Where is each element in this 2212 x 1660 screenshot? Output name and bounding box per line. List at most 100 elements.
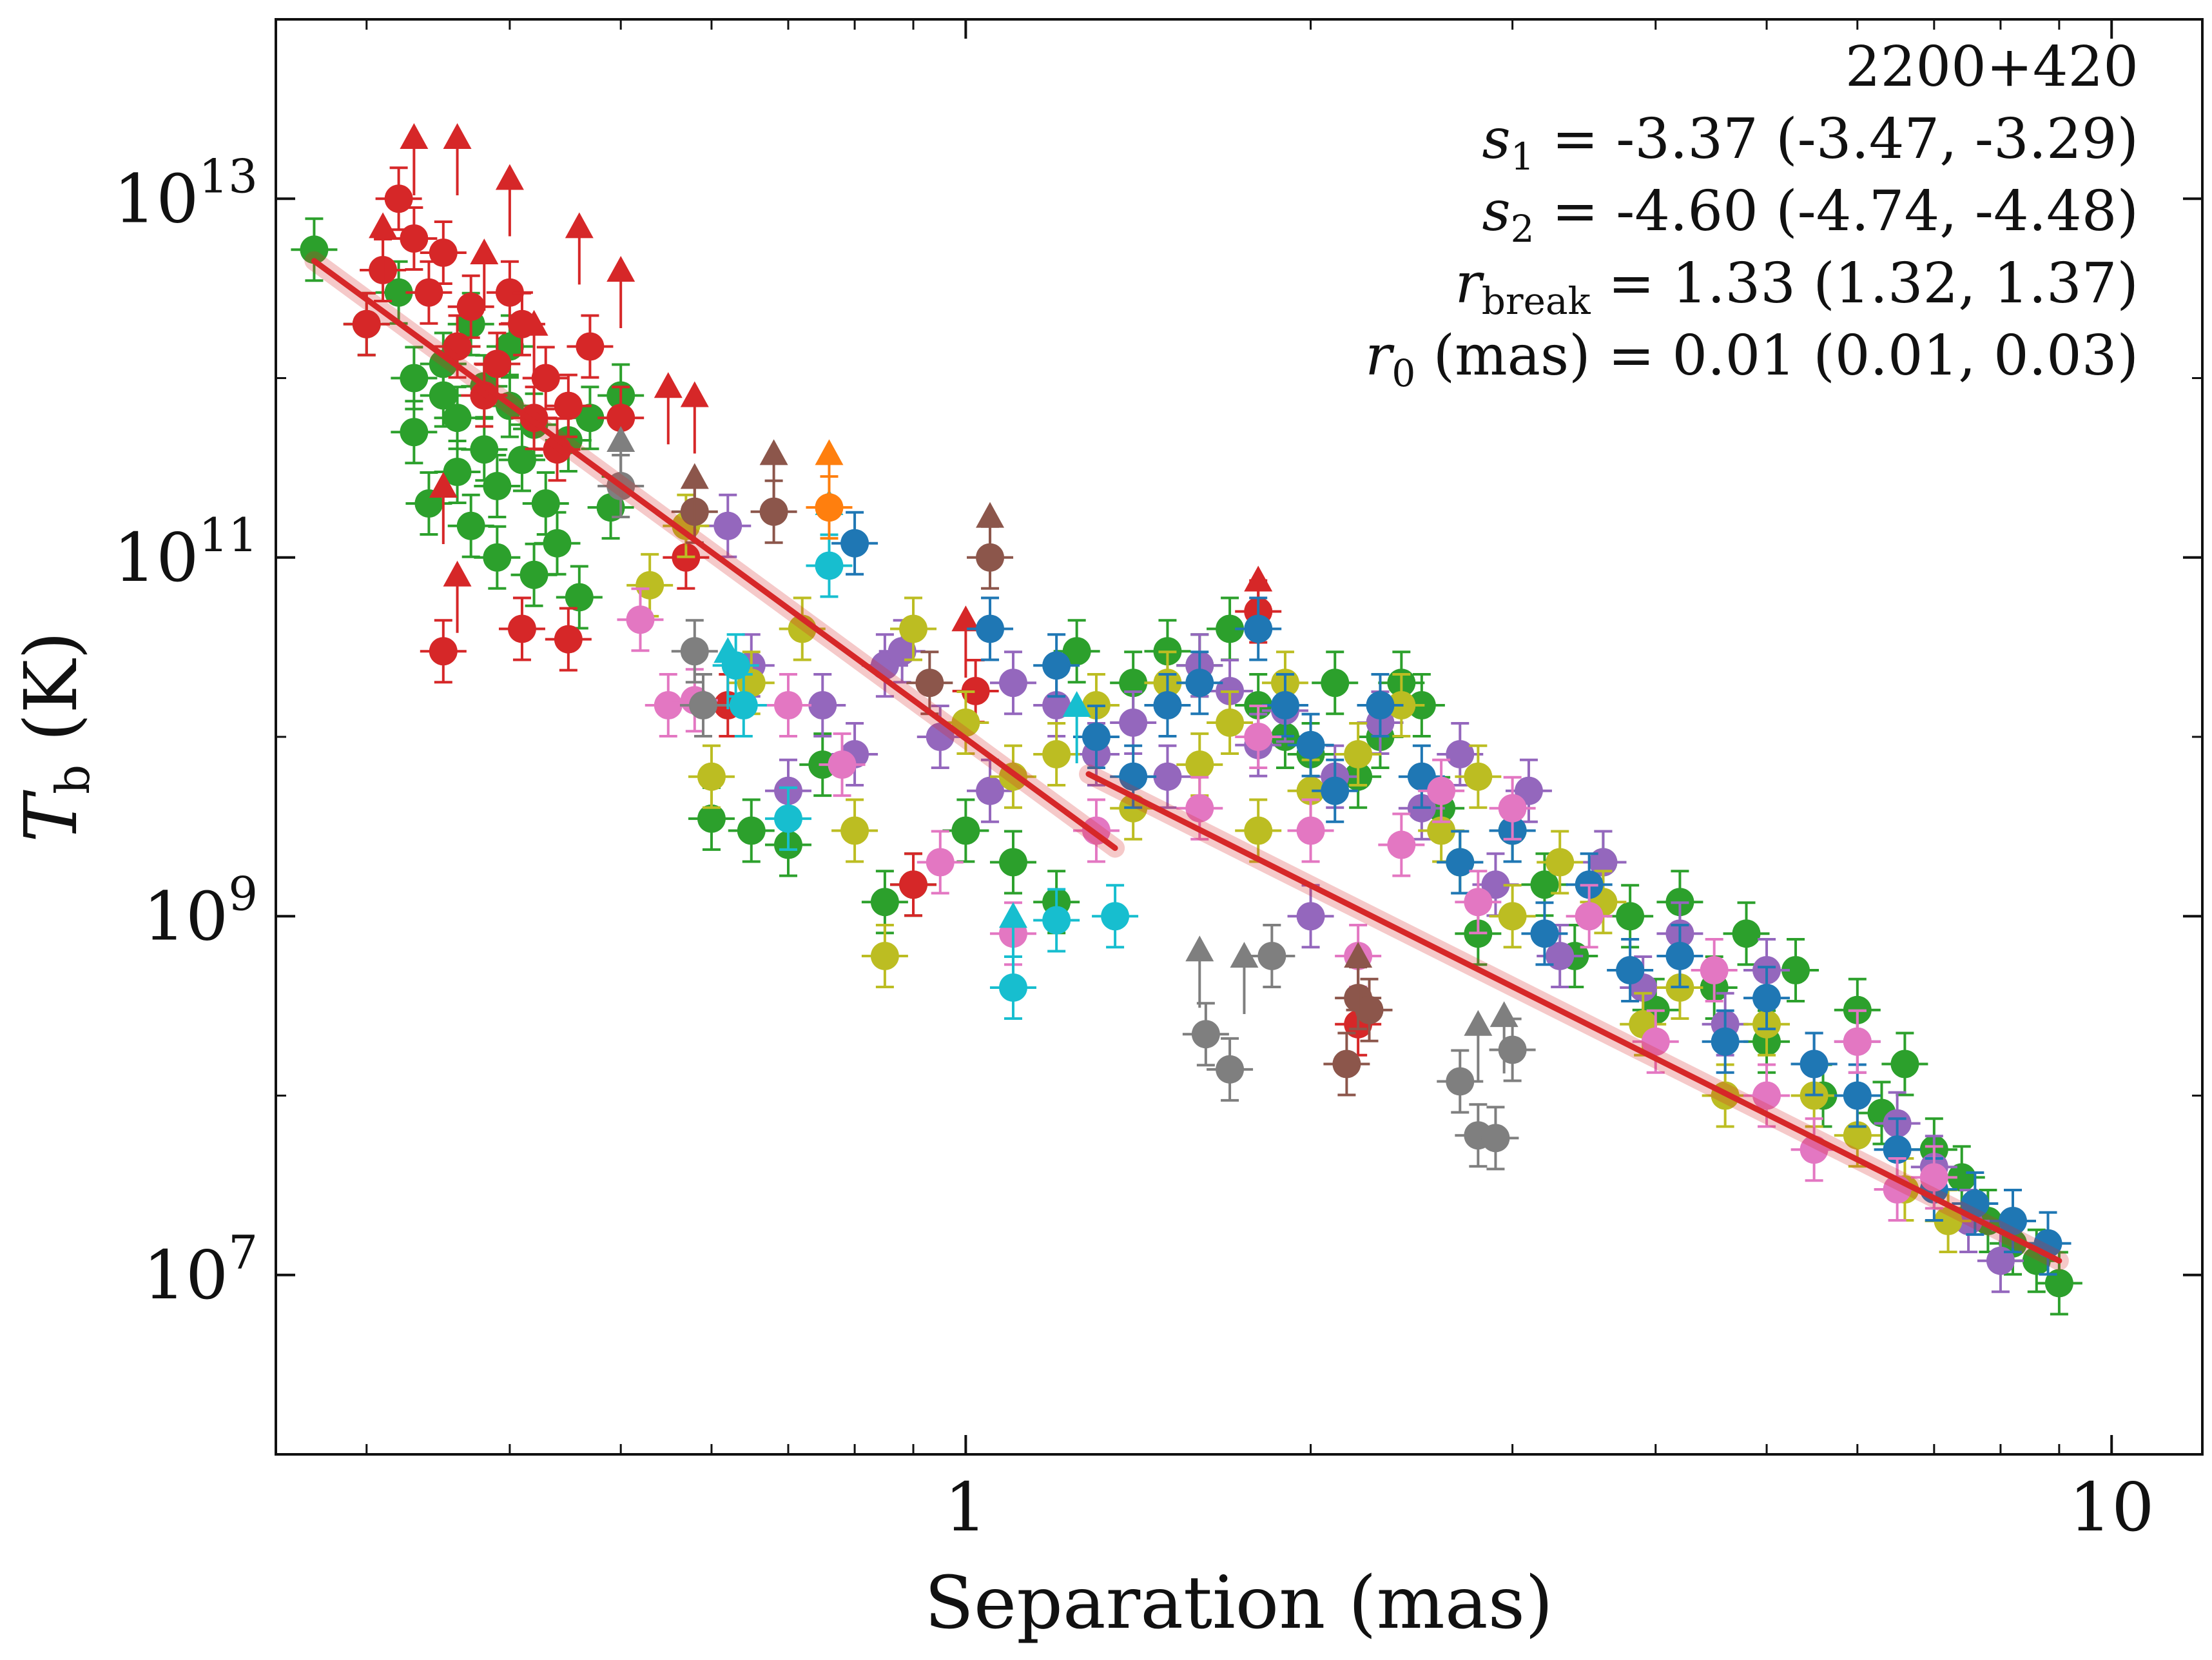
x-tick-label: 1 — [944, 1468, 987, 1547]
data-point — [1042, 739, 1071, 768]
lower-limit-marker — [759, 439, 788, 465]
data-point — [554, 625, 583, 654]
data-point — [1665, 941, 1694, 970]
data-point — [915, 669, 944, 698]
y-tick-base: 10 — [113, 518, 199, 597]
data-point — [840, 529, 869, 558]
data-point — [951, 708, 980, 737]
data-point — [1153, 762, 1182, 791]
data-point — [729, 691, 758, 720]
data-point — [443, 457, 472, 486]
lower-limit-marker — [680, 463, 709, 489]
data-point — [565, 583, 594, 612]
lower-limit-marker — [1185, 935, 1214, 962]
data-point — [773, 691, 802, 720]
lower-limit-marker — [443, 122, 472, 149]
data-point — [1616, 956, 1645, 985]
data-point — [815, 551, 844, 580]
data-point — [1427, 776, 1456, 805]
data-point — [870, 888, 899, 917]
data-point — [1296, 776, 1325, 805]
data-point — [1296, 816, 1325, 845]
annotation-box: 2200+420 s1 = -3.37 (-3.47, -3.29)s2 = -… — [1365, 35, 2139, 395]
data-point — [1481, 1124, 1510, 1153]
data-point — [1700, 956, 1729, 985]
data-point — [576, 404, 605, 433]
param-subscript: 0 — [1392, 351, 1415, 395]
data-point — [400, 224, 429, 253]
data-point — [531, 364, 560, 393]
data-point — [1498, 794, 1527, 823]
y-tick-exponent: 11 — [199, 508, 258, 562]
data-point — [1446, 1067, 1475, 1096]
data-point — [1407, 762, 1436, 791]
data-point — [429, 239, 458, 268]
lower-limit-marker — [470, 239, 499, 265]
param-symbol: s — [1482, 179, 1510, 244]
data-point — [951, 816, 980, 845]
y-axis-label-unit — [10, 741, 93, 765]
data-point — [680, 637, 709, 666]
param-value: = 1.33 (1.32, 1.37) — [1591, 251, 2139, 316]
data-point — [443, 332, 472, 361]
lower-limit-marker — [429, 472, 458, 498]
data-point — [384, 184, 413, 213]
data-point — [926, 723, 955, 751]
data-point — [1119, 669, 1148, 698]
data-point — [1344, 739, 1373, 768]
data-point — [470, 435, 499, 464]
data-point — [1781, 956, 1810, 985]
data-point — [1042, 651, 1071, 680]
lower-limit-marker — [1244, 565, 1273, 592]
data-point — [483, 349, 512, 378]
data-point — [976, 776, 1005, 805]
param-symbol: r — [1455, 251, 1485, 316]
data-point — [1546, 848, 1575, 877]
data-point — [429, 637, 458, 666]
data-point — [576, 332, 605, 361]
data-point — [828, 750, 857, 779]
data-point — [926, 848, 955, 877]
data-point — [1711, 1027, 1740, 1056]
data-point — [483, 472, 512, 501]
data-point — [1589, 848, 1618, 877]
source-label: 2200+420 — [1845, 35, 2139, 99]
data-point — [773, 804, 802, 833]
data-point — [1464, 888, 1493, 917]
data-point — [1641, 1027, 1670, 1056]
data-point — [1366, 691, 1395, 720]
data-point — [531, 489, 560, 518]
data-point — [1498, 1035, 1527, 1064]
data-point — [1332, 1050, 1361, 1079]
lower-limit-marker — [443, 560, 472, 587]
data-layer — [291, 122, 2082, 1316]
data-point — [1387, 830, 1416, 859]
lower-limit-marker — [1062, 691, 1091, 718]
data-point — [1042, 906, 1071, 935]
y-tick-label: 1011 — [113, 508, 258, 597]
data-point — [1575, 902, 1604, 931]
data-point — [1191, 1020, 1220, 1049]
fit-parameter: s1 = -3.37 (-3.47, -3.29) — [1482, 107, 2139, 179]
data-point — [1185, 669, 1214, 698]
data-point — [2044, 1269, 2073, 1298]
fit-line-2 — [1085, 771, 2062, 1264]
data-point — [519, 560, 548, 589]
fit-line-1 — [311, 258, 1118, 851]
param-subscript: break — [1482, 279, 1591, 323]
lower-limit-marker — [815, 439, 844, 465]
data-point — [1101, 902, 1130, 931]
data-point — [1296, 730, 1325, 759]
data-point — [300, 235, 329, 264]
data-point — [1296, 902, 1325, 931]
param-symbol: r — [1365, 324, 1395, 388]
param-subscript: 2 — [1511, 207, 1535, 251]
series-gray — [597, 425, 1536, 1171]
data-point — [1883, 1135, 1912, 1164]
data-point — [1446, 739, 1475, 768]
data-point — [554, 391, 583, 420]
data-point — [1427, 816, 1456, 845]
y-tick-label: 109 — [143, 866, 258, 955]
data-point — [697, 804, 726, 833]
y-tick-exponent: 7 — [228, 1225, 258, 1280]
